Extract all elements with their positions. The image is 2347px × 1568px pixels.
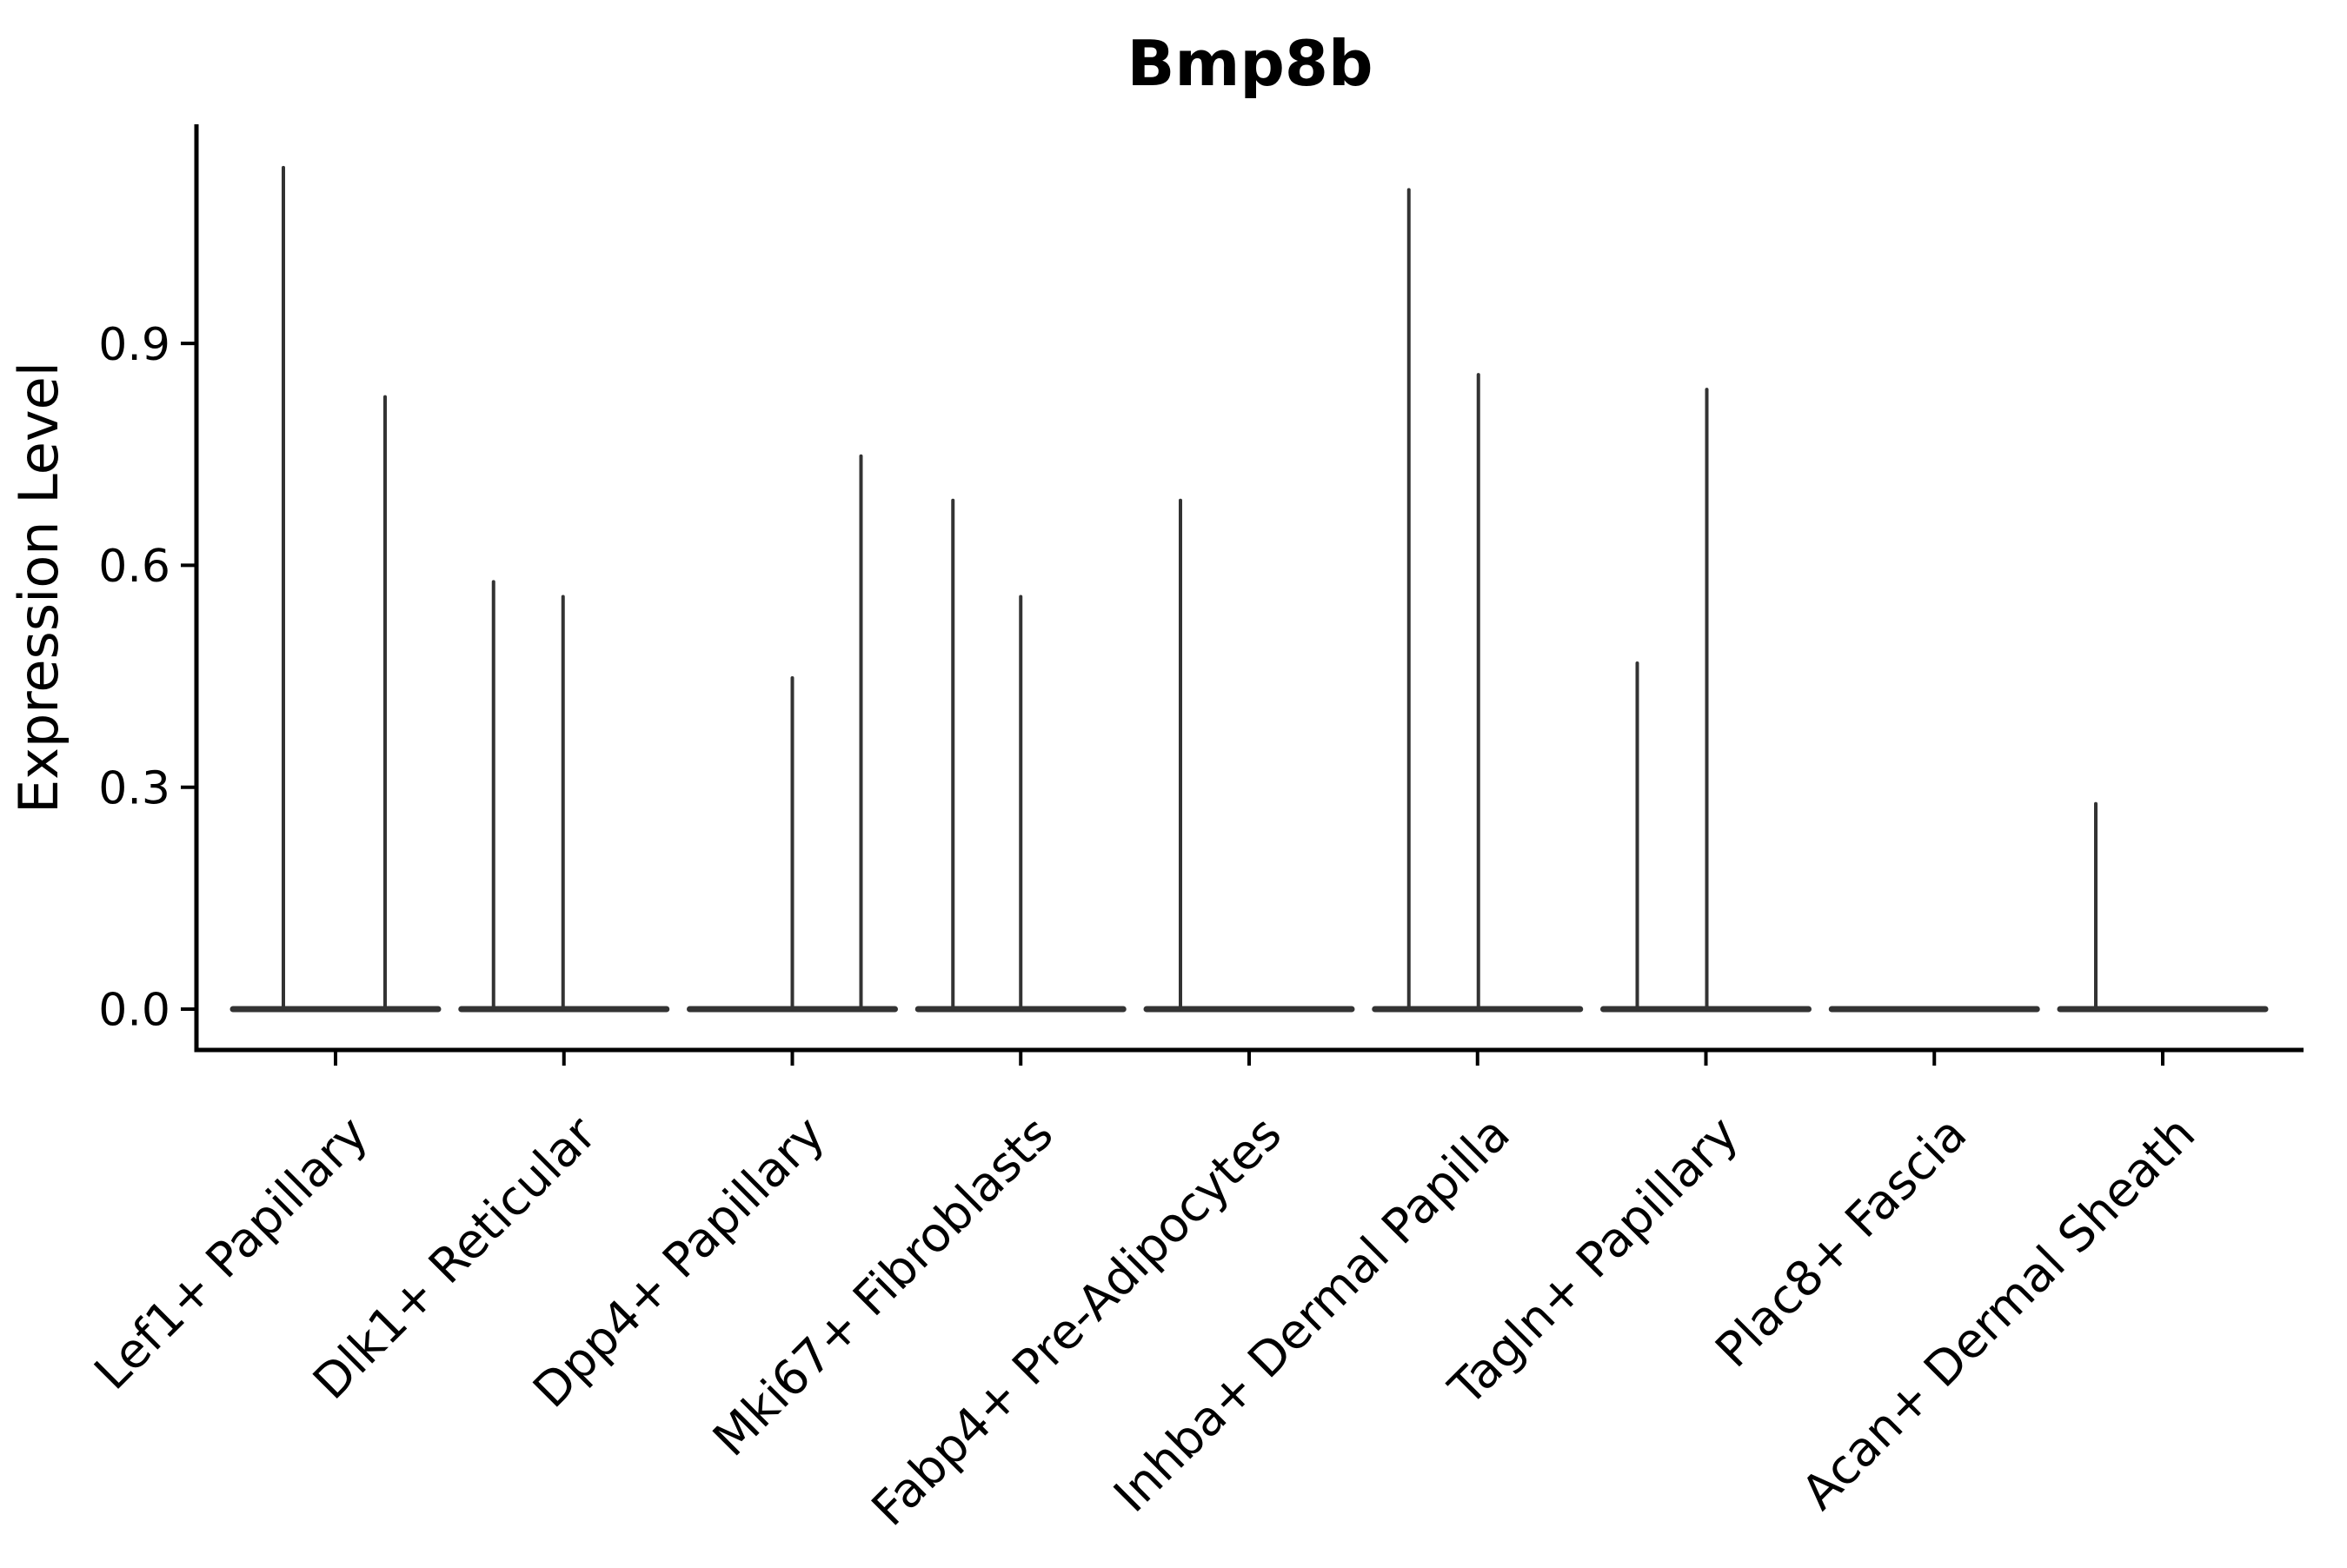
y-tick-label: 0.9 bbox=[98, 319, 170, 371]
y-tick-label: 0.3 bbox=[98, 762, 170, 814]
y-tick-label: 0.0 bbox=[98, 985, 170, 1037]
y-tick-label: 0.6 bbox=[98, 541, 170, 593]
y-axis-title: Expression Level bbox=[7, 362, 70, 814]
chart-title: Bmp8b bbox=[1127, 27, 1373, 100]
x-tick-label: Fabp4+ Pre-Adipocytes bbox=[861, 1106, 1292, 1537]
x-tick-label: Acan+ Dermal Sheath bbox=[1791, 1106, 2205, 1520]
x-tick-label: Inhba+ Dermal Papilla bbox=[1103, 1106, 1520, 1523]
